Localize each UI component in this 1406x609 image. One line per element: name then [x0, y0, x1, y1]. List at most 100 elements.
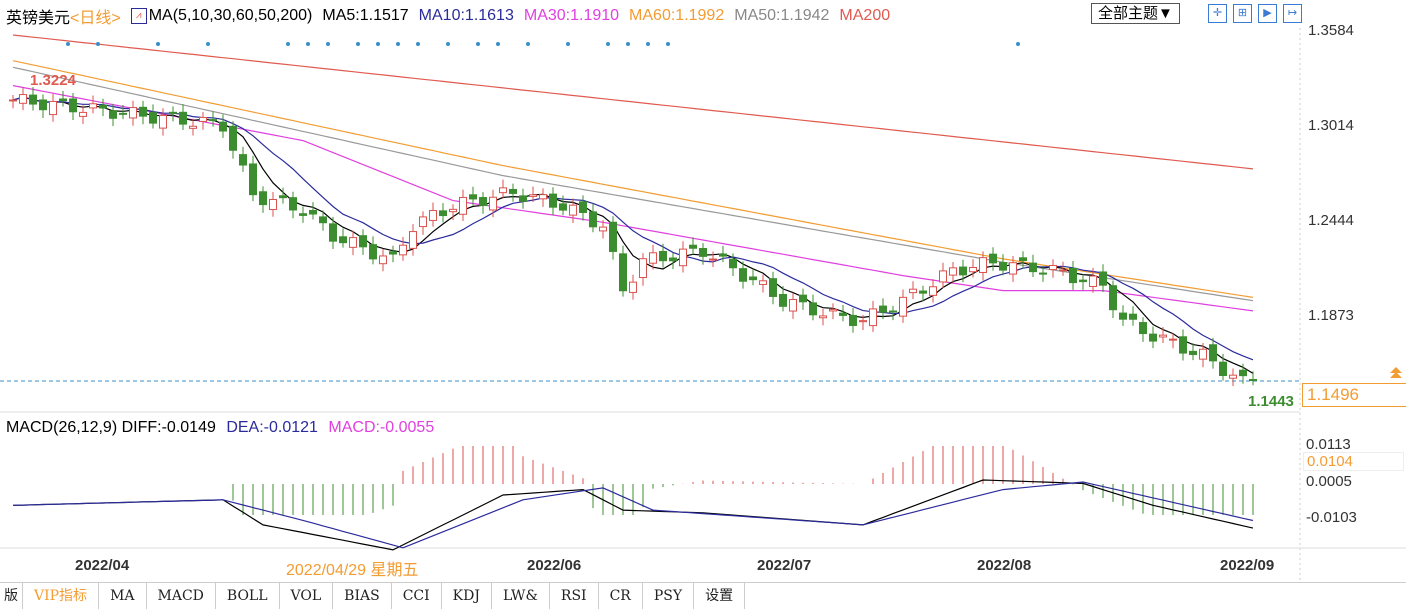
- candle-body: [299, 213, 307, 216]
- candle-body: [1109, 285, 1117, 311]
- cursor-date: 2022/04/29 星期五: [286, 562, 419, 579]
- candle-body: [749, 276, 757, 281]
- candle-body: [629, 281, 637, 293]
- candle-body: [349, 237, 357, 248]
- tab-0[interactable]: 版: [0, 583, 23, 609]
- candle-body: [529, 194, 537, 197]
- signal-dot: [416, 42, 420, 46]
- candle-body: [199, 116, 207, 122]
- candle-body: [29, 94, 37, 105]
- candle-body: [1249, 379, 1257, 382]
- candle-body: [1199, 348, 1207, 360]
- candle-body: [1139, 322, 1147, 335]
- tab-6[interactable]: BIAS: [333, 583, 392, 609]
- candle-body: [1219, 361, 1227, 377]
- candle-body: [1149, 333, 1157, 342]
- signal-dot: [356, 42, 360, 46]
- candle-body: [1159, 334, 1167, 338]
- candle-body: [639, 258, 647, 279]
- price-chart[interactable]: [0, 0, 1406, 582]
- price-tick: 1.3584: [1308, 22, 1354, 39]
- date-tick: 2022/06: [527, 557, 582, 574]
- candle-body: [709, 258, 717, 261]
- scroll-up-icon: [1390, 367, 1402, 378]
- crosshair-icon[interactable]: ✛: [1208, 4, 1227, 23]
- candle-body: [1009, 262, 1017, 275]
- candle-body: [669, 257, 677, 262]
- date-tick: 2022/09: [1220, 557, 1275, 574]
- signal-dot: [626, 42, 630, 46]
- candle-body: [1079, 279, 1087, 283]
- candle-body: [409, 231, 417, 249]
- candle-body: [459, 196, 467, 215]
- price-tick: 1.1873: [1308, 307, 1354, 324]
- tab-9[interactable]: LW&: [492, 583, 550, 609]
- period-selector[interactable]: <日线>: [70, 10, 121, 27]
- tab-4[interactable]: BOLL: [216, 583, 280, 609]
- signal-dot: [446, 42, 450, 46]
- candle-body: [909, 288, 917, 294]
- tab-1[interactable]: VIP指标: [23, 583, 100, 609]
- candle-body: [479, 197, 487, 206]
- signal-dot: [1016, 42, 1020, 46]
- candle-body: [1099, 271, 1107, 286]
- dea-value: DEA:-0.0121: [226, 419, 318, 436]
- tab-12[interactable]: PSY: [643, 583, 695, 609]
- candle-body: [549, 193, 557, 208]
- candle-body: [699, 248, 707, 257]
- candle-body: [289, 197, 297, 211]
- zoom-icon[interactable]: ⊞: [1233, 4, 1252, 23]
- ma5-value: MA5:1.1517: [322, 7, 409, 24]
- current-price-label: 1.1496: [1302, 383, 1406, 407]
- theme-dropdown[interactable]: 全部主题▼: [1091, 3, 1180, 24]
- tab-8[interactable]: KDJ: [442, 583, 492, 609]
- price-tick: 1.2444: [1308, 212, 1354, 229]
- signal-dot: [566, 42, 570, 46]
- tab-13[interactable]: 设置: [694, 583, 746, 609]
- tab-5[interactable]: VOL: [280, 583, 334, 609]
- macd-current-label: 0.0104: [1303, 452, 1404, 471]
- ma-indicator-icon[interactable]: ⩘: [130, 8, 147, 24]
- ma50-line: [12, 66, 1254, 302]
- candle-body: [929, 286, 937, 296]
- candle-body: [129, 107, 137, 119]
- candle-body: [1059, 269, 1067, 272]
- candle-body: [439, 210, 447, 217]
- tab-11[interactable]: CR: [599, 583, 643, 609]
- date-tick: 2022/08: [977, 557, 1032, 574]
- tab-3[interactable]: MACD: [147, 583, 216, 609]
- candle-body: [1239, 369, 1247, 377]
- candle-body: [259, 191, 267, 206]
- signal-dot: [396, 42, 400, 46]
- candle-body: [99, 104, 107, 109]
- candle-body: [229, 125, 237, 151]
- candle-body: [9, 99, 17, 102]
- candle-body: [769, 278, 777, 297]
- candle-body: [399, 244, 407, 256]
- signal-dot: [206, 42, 210, 46]
- candle-body: [1049, 264, 1057, 271]
- candle-body: [19, 94, 27, 104]
- ma50-value: MA50:1.1942: [734, 7, 830, 24]
- candle-body: [819, 315, 827, 319]
- candle-body: [1019, 257, 1027, 262]
- candle-body: [539, 194, 547, 200]
- candle-body: [489, 196, 497, 211]
- candle-body: [149, 112, 157, 124]
- play-icon[interactable]: ▶: [1258, 4, 1277, 23]
- candle-body: [579, 201, 587, 213]
- macd-tick: -0.0103: [1306, 509, 1357, 526]
- candle-body: [999, 262, 1007, 271]
- tab-10[interactable]: RSI: [550, 583, 599, 609]
- candle-body: [359, 235, 367, 248]
- signal-dot: [606, 42, 610, 46]
- tab-7[interactable]: CCI: [392, 583, 442, 609]
- signal-dot: [496, 42, 500, 46]
- candle-body: [1029, 262, 1037, 273]
- candle-body: [1039, 272, 1047, 275]
- candle-body: [1209, 344, 1217, 362]
- goto-end-icon[interactable]: ↦: [1283, 4, 1302, 23]
- diff-value: DIFF:-0.0149: [121, 419, 216, 436]
- candle-body: [519, 195, 527, 202]
- tab-2[interactable]: MA: [99, 583, 147, 609]
